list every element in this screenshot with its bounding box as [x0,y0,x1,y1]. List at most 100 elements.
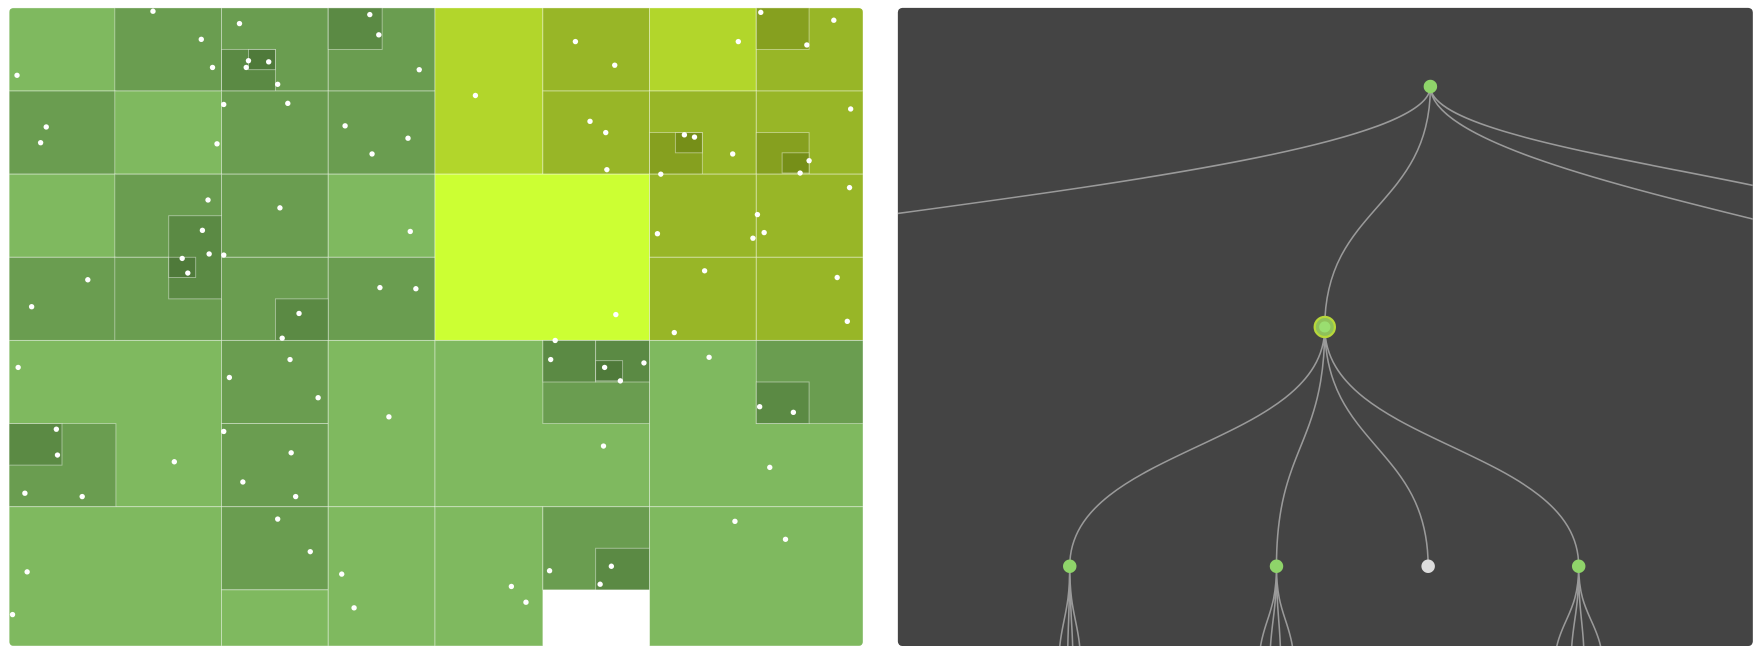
point [756,404,763,410]
point [806,157,812,164]
point [198,36,204,43]
point [221,101,227,108]
point [594,611,600,618]
node [1063,559,1077,573]
point [342,123,348,129]
point [221,428,227,435]
quad-cell [595,547,651,591]
point [587,118,593,125]
quad-cell [755,173,864,258]
point [369,151,375,157]
point [185,270,191,276]
point [735,38,742,45]
point [288,450,294,456]
point [523,599,529,605]
point [671,329,677,336]
point [199,227,206,234]
point [782,536,789,542]
point [613,311,619,318]
point [171,459,178,465]
node [1319,321,1331,333]
point [405,135,411,141]
point [376,32,382,38]
point [296,310,302,317]
quad-cell [542,90,651,175]
point [761,229,767,236]
quad-cell [9,506,222,647]
point [508,583,515,590]
point [245,57,252,64]
link [1577,566,1602,647]
point [14,72,20,78]
point [85,277,91,283]
point [226,374,233,381]
node [1421,559,1435,573]
point [240,479,246,485]
point [608,563,615,569]
point [277,205,283,211]
point [691,134,698,140]
quad-cell [9,7,117,92]
quad-cell [327,339,436,508]
point [658,171,664,177]
point [214,141,220,147]
point [54,452,61,458]
link [1275,566,1294,647]
point [236,20,243,27]
point [844,318,850,325]
quad-cell [755,256,864,341]
quad-cell [221,423,329,508]
point [274,81,281,87]
quad-cell [649,173,757,258]
point [846,184,853,191]
point [654,230,661,237]
point [603,129,609,136]
node [1269,559,1284,573]
point [351,605,357,611]
quad-cell [434,506,544,647]
point [706,354,712,360]
point [797,170,803,176]
point [205,197,211,203]
node [1423,79,1438,94]
quad-cell [434,7,544,175]
point [339,571,345,577]
quad-cell [595,360,624,382]
point [53,426,60,432]
point [681,132,688,138]
point [9,611,16,618]
point [552,337,558,344]
quad-cell [327,7,383,50]
point [572,38,579,45]
point [28,304,35,310]
quad-cell [9,90,117,175]
point [274,516,281,522]
quad-cell [221,339,329,425]
quad-cell [274,298,329,341]
quad-cell [755,381,810,425]
point [604,166,610,173]
link [1429,86,1753,220]
point [767,464,773,471]
link [1323,86,1432,327]
point [834,274,840,281]
tree-panel [897,7,1753,647]
point [206,251,212,257]
point [547,356,554,363]
link [1323,326,1580,567]
quad-cell [221,173,329,258]
quad-cell [434,173,651,341]
point [221,252,227,258]
node [1571,559,1586,573]
quad-cell [649,7,757,92]
point [546,568,553,574]
link [1429,86,1753,187]
quad-cell [114,7,222,92]
point [617,378,624,384]
point [22,490,28,496]
point [377,284,383,291]
point [750,235,756,241]
quad-cell [674,132,703,154]
